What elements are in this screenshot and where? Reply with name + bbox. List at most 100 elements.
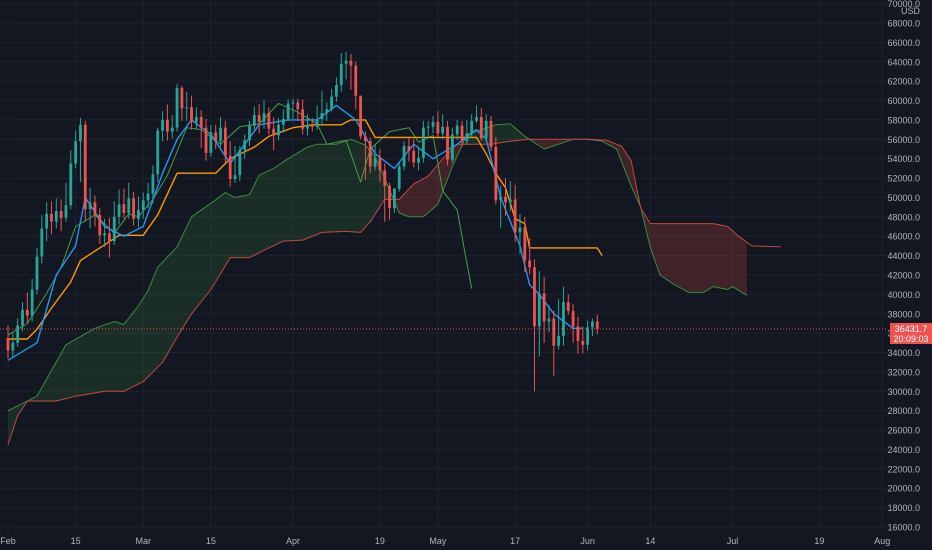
candle	[301, 99, 305, 135]
candle-body	[170, 127, 174, 132]
candle-body	[595, 321, 599, 329]
y-tick-label: 28000.0	[887, 406, 920, 416]
candle-body	[127, 198, 131, 213]
x-tick-label: Feb	[0, 536, 16, 546]
candle	[455, 119, 459, 141]
candle-body	[16, 325, 20, 343]
candle-body	[6, 338, 10, 351]
candle	[436, 111, 440, 138]
candle	[79, 117, 82, 182]
candle-body	[156, 130, 160, 175]
candle-body	[243, 140, 247, 150]
candle	[137, 196, 140, 228]
candle-body	[64, 205, 68, 218]
candle	[373, 144, 377, 171]
candle	[412, 139, 416, 168]
candles	[6, 52, 599, 392]
candle-body	[74, 141, 78, 164]
candle-body	[586, 327, 589, 345]
candle	[571, 304, 575, 343]
candle	[562, 286, 565, 346]
candle	[30, 278, 34, 322]
candle	[470, 114, 474, 138]
candle-body	[383, 170, 387, 186]
candle-body	[436, 121, 440, 134]
candle	[98, 208, 102, 244]
candle-body	[489, 120, 493, 148]
candle	[421, 120, 425, 163]
candle	[108, 217, 111, 258]
candle-body	[460, 125, 464, 142]
candle	[117, 189, 121, 225]
candle	[494, 137, 498, 205]
candle	[508, 180, 512, 212]
candle-body	[315, 118, 319, 127]
y-tick-label: 18000.0	[887, 503, 920, 513]
price-tag-countdown: 20:09:03	[893, 334, 928, 344]
candle-body	[470, 120, 474, 134]
candle-body	[83, 124, 87, 210]
candle-body	[214, 132, 218, 142]
candle-body	[426, 126, 430, 128]
candle-body	[455, 125, 459, 135]
time-axis[interactable]: Feb 15 Mar 15 Apr 19 May 17 Jun 14 Jul 19 Aug	[0, 536, 890, 546]
candle-body	[252, 115, 256, 126]
candle-body	[151, 174, 155, 194]
candle	[378, 149, 382, 182]
candle	[11, 333, 15, 358]
candle	[552, 310, 556, 376]
candle	[542, 276, 546, 343]
y-tick-label: 42000.0	[887, 271, 920, 281]
candle-body	[431, 121, 435, 127]
candle	[402, 141, 406, 171]
candle	[291, 98, 295, 119]
candle-body	[35, 256, 39, 290]
candle	[219, 117, 222, 148]
y-tick-label: 60000.0	[887, 96, 920, 106]
candle-body	[54, 211, 58, 222]
grid-lines	[0, 0, 888, 531]
candle-body	[132, 198, 135, 219]
y-tick-label: 48000.0	[887, 212, 920, 222]
candle	[504, 178, 507, 216]
candle	[315, 105, 319, 130]
candle	[156, 127, 160, 182]
y-tick-label: 50000.0	[887, 193, 920, 203]
candle	[272, 117, 276, 150]
candle	[165, 104, 169, 141]
candle-body	[117, 204, 121, 217]
candle-body	[30, 289, 34, 316]
candle-body	[397, 166, 401, 189]
candle	[595, 314, 599, 335]
x-tick-label: May	[429, 536, 447, 546]
cloud-segment	[8, 139, 395, 445]
candle	[383, 163, 387, 222]
candle	[180, 86, 184, 121]
candle	[267, 107, 271, 135]
candle-body	[446, 126, 449, 160]
candle-body	[523, 227, 527, 261]
candle	[581, 326, 585, 354]
candle-body	[499, 196, 503, 201]
candle	[238, 146, 242, 181]
candle-body	[194, 117, 198, 122]
y-tick-label: 30000.0	[887, 387, 920, 397]
currency-label: USD	[901, 6, 921, 16]
candle-body	[25, 309, 29, 316]
candle	[6, 325, 10, 359]
candle-body	[508, 199, 512, 203]
candle	[40, 214, 44, 264]
candle-body	[108, 233, 111, 242]
candle-body	[566, 302, 570, 311]
candle-body	[277, 124, 280, 136]
candle	[281, 109, 285, 133]
candle-body	[479, 117, 483, 139]
candle-body	[50, 213, 53, 222]
candle	[194, 107, 198, 129]
candle	[489, 116, 493, 151]
x-tick-label: Jul	[727, 536, 739, 546]
candle-body	[388, 185, 391, 209]
candle	[484, 114, 488, 142]
candle	[161, 111, 164, 142]
